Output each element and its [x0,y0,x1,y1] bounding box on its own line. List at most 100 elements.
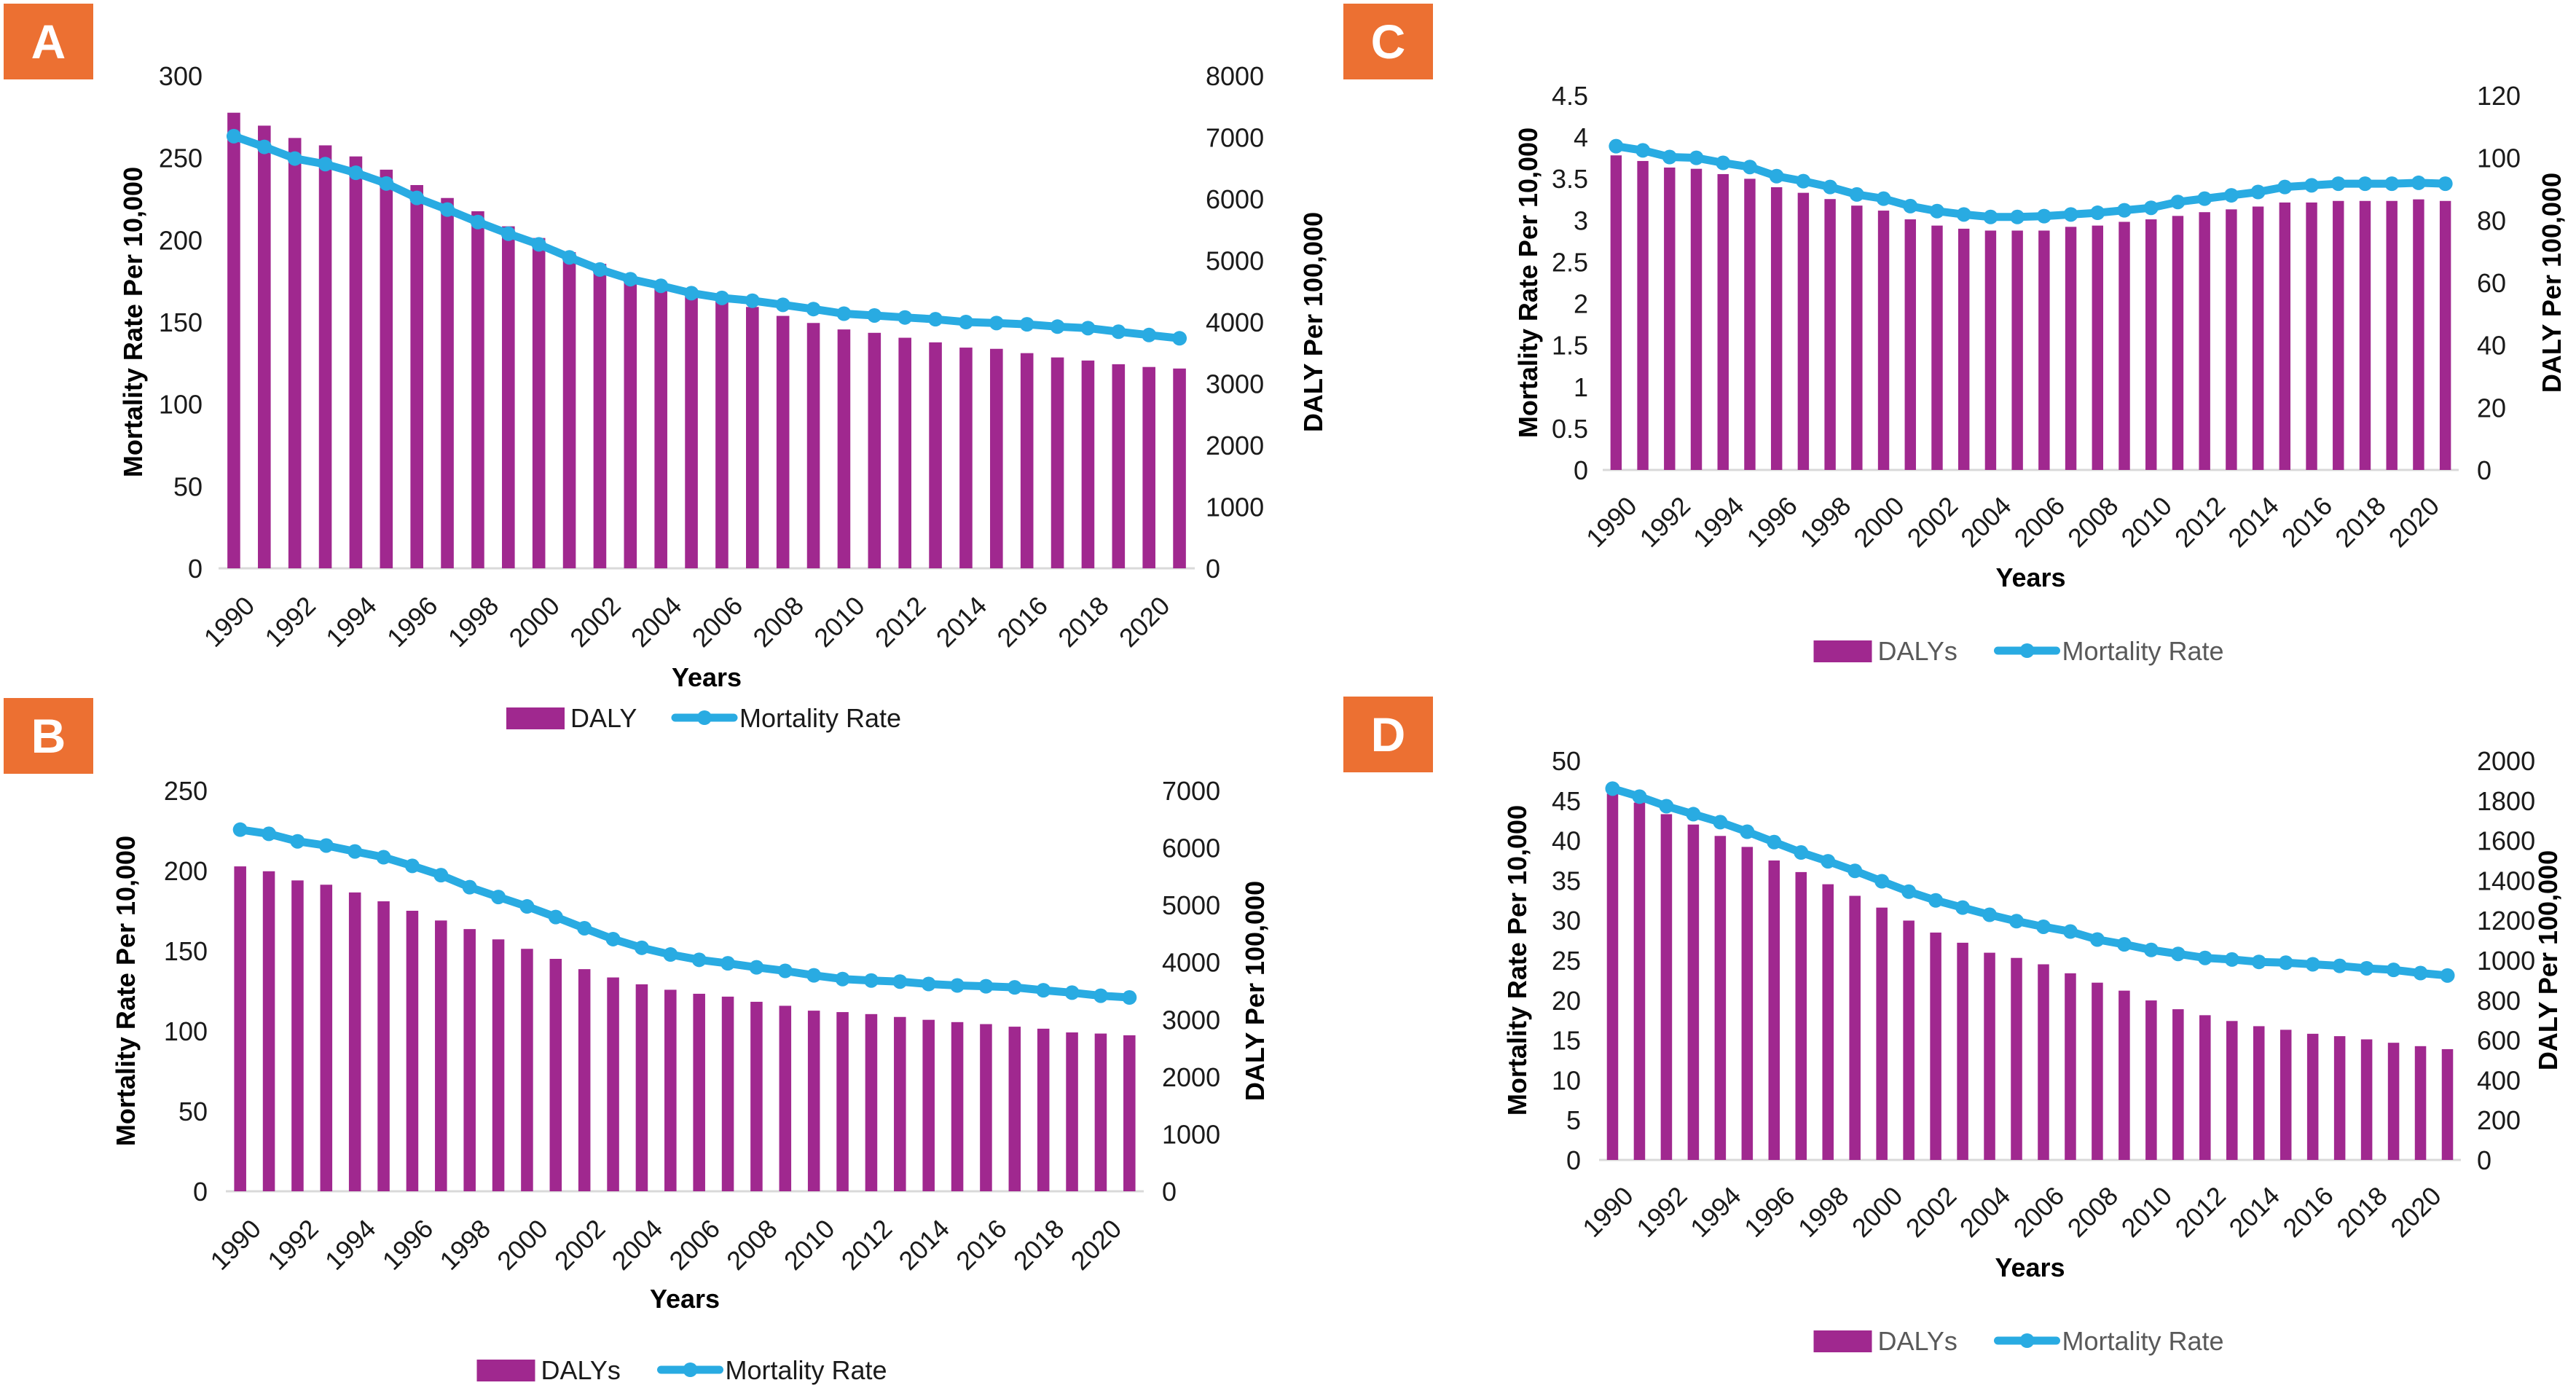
mortality-rate-point-1991 [256,139,272,154]
mortality-rate-point-1998 [470,214,485,230]
y-left-tick-label: 2 [1574,289,1588,319]
daly-bar-2004 [1984,230,1997,470]
mortality-rate-point-2009 [806,302,821,317]
daly-bar-2013 [2226,1021,2238,1160]
daly-bar-2001 [562,252,576,568]
y-left-tick-label: 4 [1574,122,1588,152]
mortality-rate-point-2006 [714,290,729,305]
y-right-tick-label: 5000 [1206,246,1264,276]
mortality-rate-point-2012 [2197,191,2212,206]
mortality-rate-point-2000 [1874,874,1890,889]
legend-daly-label: DALY [570,703,637,733]
legend-mortality-swatch-marker [2019,1333,2035,1348]
y-left-tick-label: 250 [164,776,208,806]
daly-bar-2006 [2038,230,2050,470]
mortality-rate-point-1993 [318,157,333,172]
y-right-tick-label: 80 [2477,205,2506,235]
mortality-rate-point-2019 [2384,176,2400,192]
mortality-rate-point-1992 [287,151,302,166]
daly-bar-2013 [894,1016,906,1191]
y-left-tick-label: 0 [1566,1145,1581,1175]
mortality-rate-point-2013 [2224,952,2239,967]
y-left-axis-title: Mortality Rate Per 10,000 [111,836,141,1146]
mortality-rate-point-2021 [2440,968,2455,983]
x-tick-label: 2016 [2277,1180,2339,1243]
daly-bar-2002 [593,264,607,568]
mortality-rate-point-2020 [1142,327,1157,342]
mortality-rate-point-2014 [921,976,936,992]
daly-bar-2012 [898,337,911,568]
daly-bar-2003 [1957,228,1970,470]
legend-daly-swatch [1813,1330,1872,1352]
daly-bar-1996 [1770,187,1783,470]
y-right-axis-title: DALY Per 100,000 [2537,173,2567,393]
mortality-rate-point-2000 [519,899,535,914]
mortality-rate-point-2001 [1901,884,1917,899]
mortality-rate-point-2013 [2223,188,2239,203]
mortality-rate-point-2003 [1955,900,1971,915]
mortality-rate-point-2007 [720,956,736,971]
mortality-rate-point-1994 [348,165,364,181]
mortality-rate-point-1999 [1849,187,1864,202]
daly-bar-2005 [2011,230,2023,470]
daly-bar-2006 [693,993,705,1191]
daly-bar-2020 [1094,1033,1107,1191]
mortality-rate-point-2013 [892,974,908,989]
y-left-tick-label: 0.5 [1552,414,1588,444]
daly-bar-2014 [2253,1026,2265,1160]
mortality-rate-point-1993 [1686,807,1701,822]
daly-bar-1992 [291,880,304,1191]
mortality-rate-point-2018 [2357,176,2373,192]
mortality-rate-point-2018 [1036,983,1051,998]
mortality-rate-point-2001 [562,250,577,265]
y-right-tick-label: 1000 [1162,1119,1220,1149]
daly-bar-2021 [1173,368,1186,568]
mortality-rate-point-2018 [1080,321,1096,336]
mortality-rate-point-2004 [653,278,669,294]
mortality-rate-point-2003 [623,272,638,287]
daly-bar-2002 [578,969,591,1191]
mortality-rate-point-1996 [404,858,420,874]
daly-bar-1995 [377,901,390,1191]
daly-bar-2004 [654,289,667,568]
daly-bar-2007 [2065,973,2076,1160]
y-left-tick-label: 50 [178,1097,208,1126]
mortality-rate-point-2014 [2250,184,2266,200]
daly-bar-1998 [463,929,476,1191]
mortality-rate-point-1994 [1713,815,1728,830]
daly-bar-1997 [435,920,447,1191]
daly-bar-2017 [2333,1036,2346,1160]
daly-bar-1991 [1637,160,1649,470]
daly-bar-1993 [320,885,333,1191]
panel-label-a-text: A [31,15,66,68]
mortality-rate-point-1991 [1635,143,1651,158]
y-left-tick-label: 150 [159,307,203,337]
mortality-rate-point-2017 [1050,319,1065,334]
mortality-rate-point-2010 [2143,200,2159,216]
mortality-rate-point-2007 [745,293,760,308]
y-left-tick-label: 35 [1552,866,1581,895]
mortality-rate-point-1996 [1767,834,1782,850]
legend-mortality-label: Mortality Rate [739,703,901,733]
mortality-rate-point-1992 [1659,799,1674,814]
mortality-rate-point-2014 [2251,954,2266,970]
mortality-rate-point-1996 [1769,168,1784,184]
daly-bar-1996 [410,184,423,569]
y-left-tick-label: 1 [1574,372,1588,402]
mortality-rate-point-2009 [2116,937,2132,952]
daly-bar-2001 [549,959,562,1191]
mortality-rate-point-2011 [867,307,882,323]
y-right-tick-label: 40 [2477,331,2506,361]
daly-bar-2018 [1037,1028,1050,1191]
daly-bar-2005 [664,989,677,1191]
legend: DALY Mortality Rate [506,703,901,733]
mortality-rate-point-2002 [592,262,608,277]
daly-bar-2020 [1142,366,1155,568]
legend-mortality-label: Mortality Rate [726,1355,887,1385]
mortality-rate-point-2006 [691,952,707,968]
y-right-tick-label: 2000 [1162,1062,1220,1092]
y-left-tick-label: 0 [1574,455,1588,485]
mortality-rate-point-2016 [1019,317,1034,332]
mortality-rate-point-1990 [1605,781,1620,796]
mortality-rate-point-2009 [2117,203,2132,218]
